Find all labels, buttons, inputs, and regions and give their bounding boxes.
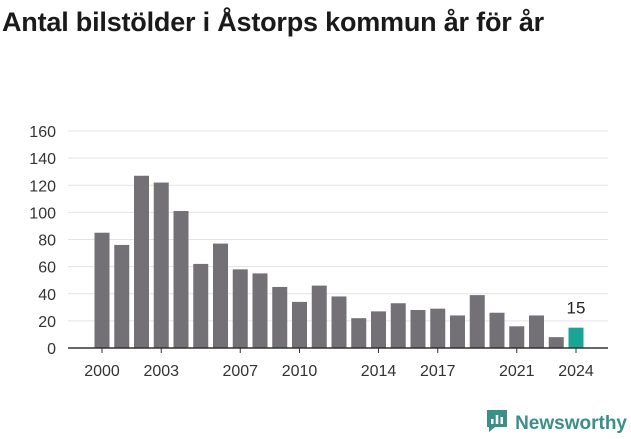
bar [410, 310, 426, 348]
bar [371, 311, 386, 348]
y-tick-label: 100 [29, 205, 56, 222]
bar [134, 175, 149, 348]
bar [430, 308, 446, 348]
y-tick-label: 120 [29, 178, 56, 195]
y-tick-label: 80 [38, 233, 56, 250]
bars [94, 175, 584, 348]
data-label: 15 [567, 299, 586, 318]
bar [311, 285, 327, 348]
bar [232, 269, 248, 348]
x-tick-label: 2007 [222, 363, 258, 380]
y-tick-label: 60 [38, 260, 56, 277]
bar [292, 301, 307, 348]
y-axis-ticks: 0 20 40 60 80 100 120 140 160 [29, 124, 56, 358]
bar [548, 337, 564, 348]
y-tick-label: 0 [47, 341, 56, 358]
bar [114, 244, 130, 348]
bar [252, 273, 268, 348]
x-axis-ticks: 2000 2003 2007 2010 2014 2017 2021 2024 [84, 348, 594, 380]
bar [529, 315, 544, 348]
bar [193, 263, 209, 348]
newsworthy-icon [485, 408, 509, 439]
x-tick-label: 2000 [84, 363, 120, 380]
bar [509, 326, 525, 348]
data-labels: 15 [567, 299, 586, 318]
bar [173, 211, 189, 348]
bar [94, 232, 110, 348]
bar-highlighted [568, 327, 584, 348]
x-tick-label: 2010 [282, 363, 318, 380]
y-tick-label: 140 [29, 151, 56, 168]
x-tick-label: 2017 [420, 363, 456, 380]
x-tick-label: 2021 [499, 363, 535, 380]
bar [272, 286, 288, 348]
x-tick-label: 2014 [361, 363, 397, 380]
chart-title: Antal bilstölder i Åstorps kommun år för… [2, 7, 544, 37]
x-tick-label: 2003 [143, 363, 179, 380]
y-tick-label: 20 [38, 314, 56, 331]
y-tick-label: 40 [38, 287, 56, 304]
brand-logo: Newsworthy [485, 408, 627, 439]
bar [331, 296, 347, 348]
bar [153, 182, 169, 348]
bar [390, 303, 406, 348]
bar [351, 318, 367, 348]
bar [213, 243, 228, 348]
x-tick-label: 2024 [558, 363, 594, 380]
bar [469, 295, 485, 348]
bar [489, 312, 505, 348]
brand-name: Newsworthy [515, 412, 627, 434]
y-tick-label: 160 [29, 124, 56, 141]
bar [450, 315, 465, 348]
